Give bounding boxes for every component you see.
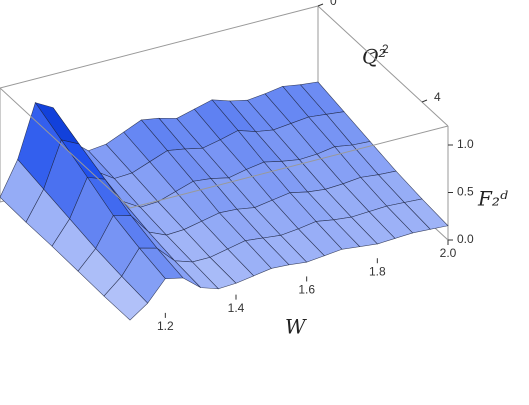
z-tick-label: 0.0 — [457, 232, 474, 246]
y-tick-label: 4 — [434, 90, 441, 104]
y-tick — [421, 99, 428, 103]
y-tick — [369, 51, 376, 55]
z-axis-label: F₂ᵈ — [477, 187, 508, 211]
y-tick-label: 2 — [382, 42, 389, 56]
surface-patch — [103, 275, 149, 321]
box-edge — [317, 5, 449, 127]
z-tick-label: 1.0 — [457, 137, 474, 151]
x-axis-label: W — [285, 315, 307, 339]
y-axis-label: Q² — [362, 45, 386, 69]
x-tick-label: 1.2 — [157, 319, 174, 333]
box-edge — [129, 125, 449, 209]
z-tick-label: 0.5 — [457, 185, 474, 199]
y-tick — [317, 3, 324, 7]
x-tick-label: 2.0 — [440, 246, 457, 260]
y-tick-label: 0 — [330, 0, 337, 8]
box-edge — [0, 5, 319, 89]
x-tick-label: 1.6 — [298, 283, 315, 297]
x-tick-label: 1.4 — [228, 301, 245, 315]
box-edge — [0, 87, 131, 209]
x-tick-label: 1.8 — [369, 264, 386, 278]
